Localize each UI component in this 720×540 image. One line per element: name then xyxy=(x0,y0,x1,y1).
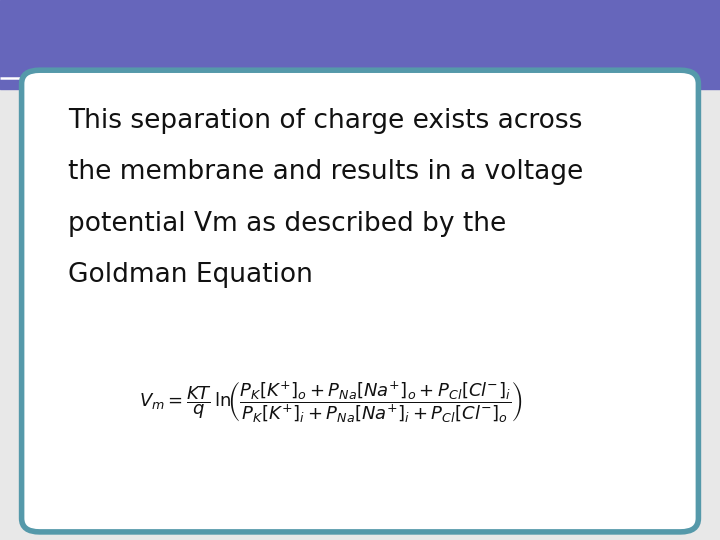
Text: potential Vm as described by the: potential Vm as described by the xyxy=(68,211,507,237)
Text: This separation of charge exists across: This separation of charge exists across xyxy=(68,108,582,134)
Text: Goldman Equation: Goldman Equation xyxy=(68,262,313,288)
Text: the membrane and results in a voltage: the membrane and results in a voltage xyxy=(68,159,584,185)
FancyBboxPatch shape xyxy=(22,70,698,532)
Text: $V_{m} = \dfrac{KT}{q}\,\mathrm{ln}\!\left(\dfrac{P_{K}[K^{+}]_{o} + P_{Na}[Na^{: $V_{m} = \dfrac{KT}{q}\,\mathrm{ln}\!\le… xyxy=(140,380,523,425)
Bar xyxy=(0,0,720,89)
